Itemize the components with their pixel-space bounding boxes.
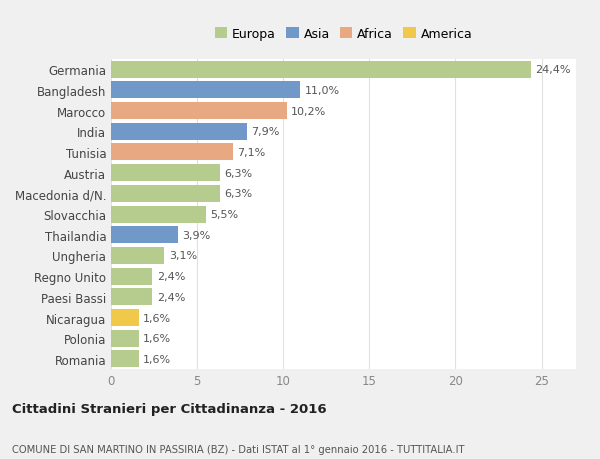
Bar: [111, 330, 139, 347]
Text: 2,4%: 2,4%: [157, 272, 185, 281]
Text: 24,4%: 24,4%: [536, 65, 571, 75]
Text: 10,2%: 10,2%: [291, 106, 326, 116]
Text: 5,5%: 5,5%: [210, 210, 238, 219]
Text: 11,0%: 11,0%: [305, 86, 340, 95]
Bar: [111, 103, 287, 120]
Text: 3,1%: 3,1%: [169, 251, 197, 261]
Bar: [111, 144, 233, 161]
Text: 7,9%: 7,9%: [251, 127, 280, 137]
Text: 2,4%: 2,4%: [157, 292, 185, 302]
Bar: [111, 185, 220, 202]
Bar: [111, 351, 139, 368]
Text: 7,1%: 7,1%: [238, 148, 266, 157]
Bar: [111, 227, 178, 244]
Text: 6,3%: 6,3%: [224, 189, 252, 199]
Bar: [111, 289, 152, 306]
Bar: [111, 82, 301, 99]
Bar: [111, 165, 220, 182]
Text: Cittadini Stranieri per Cittadinanza - 2016: Cittadini Stranieri per Cittadinanza - 2…: [12, 403, 326, 415]
Text: 1,6%: 1,6%: [143, 354, 171, 364]
Text: COMUNE DI SAN MARTINO IN PASSIRIA (BZ) - Dati ISTAT al 1° gennaio 2016 - TUTTITA: COMUNE DI SAN MARTINO IN PASSIRIA (BZ) -…: [12, 444, 464, 454]
Text: 1,6%: 1,6%: [143, 334, 171, 343]
Text: 6,3%: 6,3%: [224, 168, 252, 178]
Legend: Europa, Asia, Africa, America: Europa, Asia, Africa, America: [212, 26, 475, 44]
Text: 3,9%: 3,9%: [182, 230, 211, 240]
Bar: [111, 123, 247, 140]
Text: 1,6%: 1,6%: [143, 313, 171, 323]
Bar: [111, 247, 164, 264]
Bar: [111, 206, 206, 223]
Bar: [111, 309, 139, 326]
Bar: [111, 62, 531, 78]
Bar: [111, 268, 152, 285]
